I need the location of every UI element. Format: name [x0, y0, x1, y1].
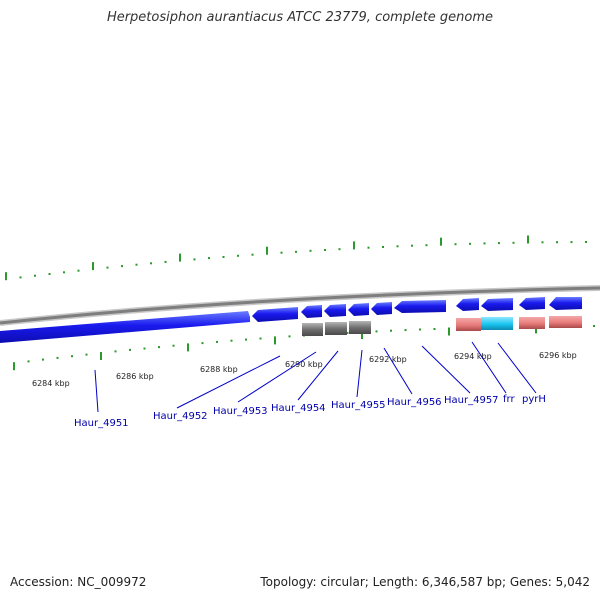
gene-frr[interactable]: [456, 298, 479, 311]
leader-line-frr: [471, 341, 507, 394]
gene-label-haur-4951[interactable]: Haur_4951: [74, 418, 129, 429]
leader-line-haur-4951: [94, 369, 99, 413]
protein-feature-gray-1[interactable]: [302, 323, 323, 336]
gene-leader-lines: [94, 341, 537, 413]
scale-label: 6286 kbp: [116, 372, 154, 381]
leader-line-haur-4954: [297, 350, 339, 401]
gene-label-pyrh[interactable]: pyrH: [522, 394, 546, 405]
scale-label: 6284 kbp: [32, 379, 70, 388]
gene-pyrh-a[interactable]: [481, 298, 513, 311]
gene-label-haur-4957[interactable]: Haur_4957: [444, 395, 499, 406]
genome-backbone-core: [0, 286, 600, 325]
gene-haur-4955[interactable]: [348, 303, 369, 316]
tick-marks-upper: [5, 235, 587, 281]
genome-summary-text: Topology: circular; Length: 6,346,587 bp…: [260, 575, 590, 589]
leader-line-haur-4952: [176, 355, 281, 409]
protein-feature-red-2[interactable]: [519, 317, 545, 329]
map-title: Herpetosiphon aurantiacus ATCC 23779, co…: [106, 10, 494, 25]
gene-label-haur-4954[interactable]: Haur_4954: [271, 403, 326, 414]
gene-label-haur-4952[interactable]: Haur_4952: [153, 411, 208, 422]
protein-feature-red-1[interactable]: [456, 318, 481, 331]
gene-haur-4954[interactable]: [324, 304, 346, 317]
accession-text: Accession: NC_009972: [10, 575, 147, 589]
protein-feature-cyan[interactable]: [481, 317, 513, 330]
gene-labels: Haur_4951 Haur_4952 Haur_4953 Haur_4954 …: [74, 394, 546, 429]
gene-haur-4951[interactable]: [0, 311, 250, 343]
gene-haur-4953[interactable]: [301, 305, 322, 318]
protein-feature-gray-2[interactable]: [325, 322, 347, 335]
gene-pyrh-b[interactable]: [519, 297, 545, 310]
gene-label-haur-4953[interactable]: Haur_4953: [213, 406, 268, 417]
leader-line-haur-4956: [383, 347, 413, 395]
leader-line-haur-4955: [356, 349, 363, 398]
gene-haur-4952[interactable]: [252, 307, 298, 322]
scale-label: 6294 kbp: [454, 352, 492, 361]
scale-labels: 6284 kbp 6286 kbp 6288 kbp 6290 kbp 6292…: [32, 351, 577, 388]
leader-line-haur-4953: [237, 351, 317, 403]
scale-label: 6292 kbp: [369, 355, 407, 364]
leader-line-pyrh: [497, 342, 537, 394]
gene-pyrh-c[interactable]: [549, 297, 582, 310]
gene-haur-4956[interactable]: [371, 302, 392, 315]
gene-label-haur-4956[interactable]: Haur_4956: [387, 397, 442, 408]
gene-label-frr[interactable]: frr: [503, 394, 515, 405]
protein-feature-gray-3[interactable]: [349, 321, 371, 334]
scale-label: 6288 kbp: [200, 365, 238, 374]
scale-label: 6296 kbp: [539, 351, 577, 360]
gene-label-haur-4955[interactable]: Haur_4955: [331, 400, 386, 411]
scale-label: 6290 kbp: [285, 360, 323, 369]
leader-line-haur-4957: [421, 345, 471, 394]
gene-haur-4957[interactable]: [394, 300, 446, 313]
protein-feature-red-3[interactable]: [549, 316, 582, 328]
